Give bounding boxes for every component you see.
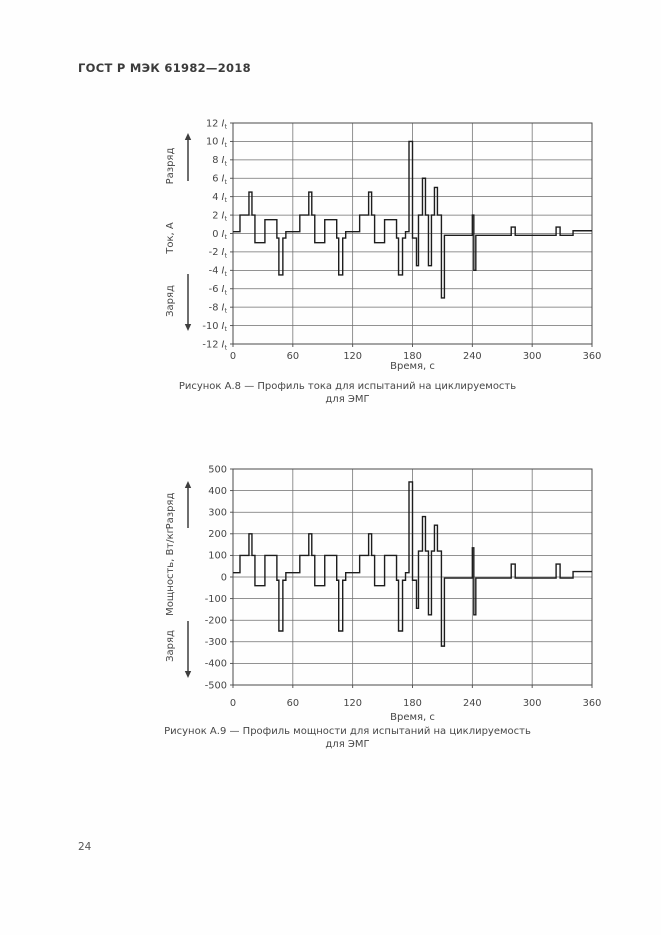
y-axis-tick-label: -12 It xyxy=(202,339,227,351)
x-axis-tick-label: 300 xyxy=(523,698,542,709)
x-axis-tick-label: 120 xyxy=(343,698,362,709)
y-axis-tick-label: 400 xyxy=(208,486,227,497)
y-axis-tick-label: -200 xyxy=(205,616,227,627)
figure-a9: 500 400 300 200 100 0 -100 -200 -300 -400 -500 0 60 1… xyxy=(40,457,661,729)
x-axis-title: Время, с xyxy=(390,361,435,372)
figure-a9-caption-line1: Рисунок А.9 — Профиль мощности для испыт… xyxy=(164,726,531,737)
x-axis-tick-label: 240 xyxy=(463,351,482,362)
charge-direction-label: Заряд xyxy=(165,285,176,317)
charge-direction-label: Заряд xyxy=(165,630,176,662)
figure-a9-caption-line2: для ЭМГ xyxy=(325,738,370,750)
x-axis-tick-label: 180 xyxy=(403,698,422,709)
figure-a9-caption: Рисунок А.9 — Профиль мощности для испыт… xyxy=(17,726,661,751)
y-axis-tick-label: -2 It xyxy=(209,247,228,259)
y-axis-tick-label: 8 It xyxy=(212,155,227,167)
x-axis-tick-label: 60 xyxy=(287,351,299,362)
x-axis-tick-label: 300 xyxy=(523,351,542,362)
figure-a8: 12 It 10 It 8 It 6 It 4 It 2 It 0 It -2 It -4 It… xyxy=(40,111,661,379)
plot-frame xyxy=(232,468,593,686)
y-axis-tick-label: -8 It xyxy=(209,302,228,314)
figure-a8-caption-line2: для ЭМГ xyxy=(325,393,370,405)
x-axis-title: Время, с xyxy=(390,712,435,723)
discharge-arrow-icon xyxy=(184,133,192,181)
y-axis-tick-label: 6 It xyxy=(212,174,227,186)
y-axis-tick-label: 500 xyxy=(208,464,227,475)
y-axis-tick-label: -400 xyxy=(205,659,227,670)
y-axis-tick-label: 2 It xyxy=(212,210,227,222)
y-axis-tick-label: 10 It xyxy=(206,137,227,149)
y-axis-tick-label: -6 It xyxy=(209,284,228,296)
y-axis-tick-label: -4 It xyxy=(209,266,228,278)
figure-a8-caption-line1: Рисунок А.8 — Профиль тока для испытаний… xyxy=(178,381,517,392)
y-axis-tick-label: 300 xyxy=(208,508,227,519)
y-axis-tick-label: -300 xyxy=(205,637,227,648)
y-axis-tick-label: -100 xyxy=(205,594,227,605)
plot-frame xyxy=(232,122,593,345)
discharge-direction-label: Разряд xyxy=(165,493,176,530)
charge-arrow-icon xyxy=(184,274,192,331)
x-axis-tick-label: 120 xyxy=(343,351,362,362)
y-axis-tick-label: -500 xyxy=(205,680,227,691)
discharge-direction-label: Разряд xyxy=(165,148,176,185)
charge-arrow-icon xyxy=(184,621,192,678)
document-header: ГОСТ Р МЭК 61982—2018 xyxy=(78,61,251,75)
discharge-arrow-icon xyxy=(184,481,192,528)
profile-trace xyxy=(233,481,592,647)
y-axis-tick-label: 0 xyxy=(221,572,227,583)
x-axis-tick-label: 0 xyxy=(230,351,236,362)
x-axis-tick-label: 360 xyxy=(583,698,602,709)
figure-a8-caption: Рисунок А.8 — Профиль тока для испытаний… xyxy=(17,381,661,406)
y-axis-title: Мощность, Вт/кг xyxy=(165,528,176,616)
page-number: 24 xyxy=(78,841,92,853)
x-axis-tick-label: 360 xyxy=(583,351,602,362)
y-axis-tick-label: -10 It xyxy=(202,321,227,333)
profile-trace xyxy=(233,140,592,299)
y-axis-tick-label: 4 It xyxy=(212,192,227,204)
y-axis-title: Ток, А xyxy=(165,222,176,255)
y-axis-tick-label: 100 xyxy=(208,551,227,562)
y-axis-tick-label: 200 xyxy=(208,529,227,540)
y-axis-tick-label: 12 It xyxy=(206,118,227,130)
x-axis-tick-label: 240 xyxy=(463,698,482,709)
x-axis-tick-label: 60 xyxy=(287,698,299,709)
y-axis-tick-label: 0 It xyxy=(212,229,227,241)
x-axis-tick-label: 180 xyxy=(403,351,422,362)
current-profile-chart: 12 It 10 It 8 It 6 It 4 It 2 It 0 It -2 It -4 It… xyxy=(165,118,602,372)
x-axis-tick-label: 0 xyxy=(230,698,236,709)
